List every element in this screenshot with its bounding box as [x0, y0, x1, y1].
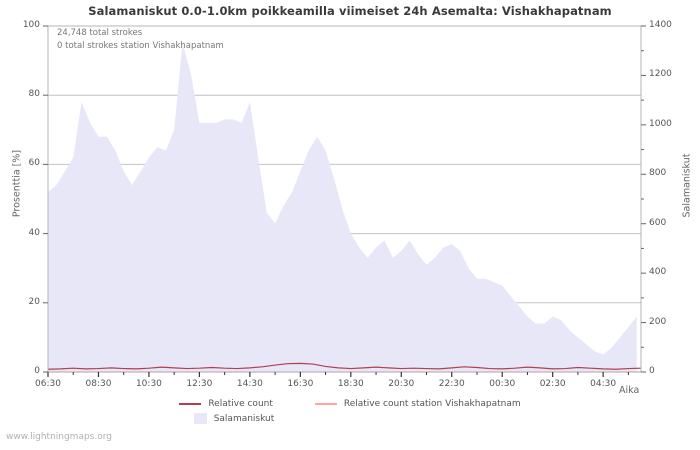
y-tick-label-right: 1400: [649, 20, 672, 30]
area-series-salamaniskut: [48, 43, 637, 373]
chart-title: Salamaniskut 0.0-1.0km poikkeamilla viim…: [88, 4, 612, 18]
legend-item-label: Relative count station Vishakhapatnam: [343, 398, 521, 409]
x-tick-label: 02:30: [539, 379, 566, 389]
legend-item[interactable]: Relative count station Vishakhapatnam: [314, 398, 521, 409]
legend-item[interactable]: Salamaniskut: [193, 413, 275, 424]
y-tick-label-left: 40: [28, 227, 40, 238]
x-tick-label: 20:30: [388, 379, 415, 389]
x-tick-label: 16:30: [287, 379, 314, 389]
y-tick-label-left: 100: [22, 20, 40, 30]
annotation-station-strokes: 0 total strokes station Vishakhapatnam: [57, 41, 224, 51]
x-tick-label: 12:30: [186, 379, 213, 389]
annotation-total-strokes: 24,748 total strokes: [57, 28, 143, 38]
x-tick-label: 04:30: [590, 379, 617, 389]
x-tick-label: 06:30: [35, 379, 61, 389]
legend-swatch-line-icon: [179, 402, 202, 405]
y-tick-label-right: 1200: [649, 69, 672, 80]
x-tick-label: 00:30: [489, 379, 516, 389]
x-tick-label: 18:30: [337, 379, 364, 389]
line-series-relative-count: [47, 362, 642, 370]
y-tick-label-right: 1000: [649, 118, 672, 129]
legend-swatch-line-icon: [314, 402, 337, 405]
y-tick-label-left: 80: [28, 89, 40, 100]
legend-item[interactable]: Relative count: [179, 399, 273, 409]
legend-row-primary: Relative count Relative count station Vis…: [0, 396, 700, 411]
chart-legend: Relative count Relative count station Vis…: [0, 396, 700, 426]
watermark: www.lightningmaps.org: [6, 432, 112, 442]
y-tick-label-right: 600: [649, 217, 667, 228]
legend-row-secondary: Salamaniskut: [0, 411, 700, 426]
y-tick-label-right: 800: [649, 168, 667, 179]
legend-swatch-area-icon: [193, 413, 207, 424]
legend-item-label: Relative count: [208, 398, 273, 409]
y-tick-label-right: 200: [649, 316, 667, 327]
x-tick-label: 22:30: [438, 379, 465, 389]
legend-item-label: Salamaniskut: [213, 413, 275, 424]
x-tick-label: 08:30: [85, 379, 112, 389]
x-tick-label: 10:30: [135, 379, 162, 389]
x-tick-label: 14:30: [236, 379, 263, 389]
x-axis-title: Aika: [619, 385, 640, 396]
y-axis-left-title: Prosenttia [%]: [11, 149, 23, 218]
y-tick-label-left: 60: [28, 158, 40, 169]
y-tick-label-left: 0: [34, 366, 40, 376]
y-tick-label-left: 20: [28, 296, 40, 307]
y-tick-label-right: 0: [649, 366, 655, 376]
y-tick-label-right: 400: [649, 267, 667, 278]
